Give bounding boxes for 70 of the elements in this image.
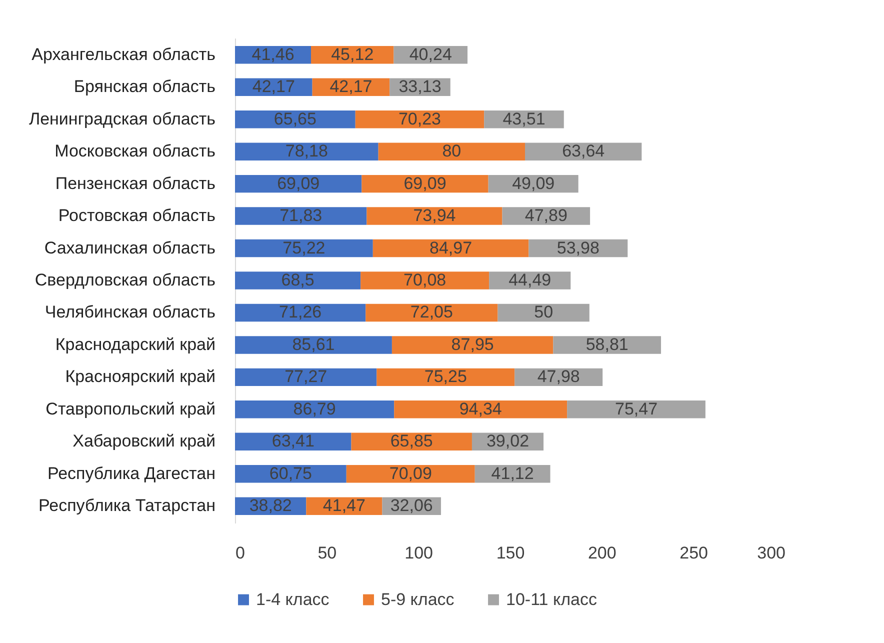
- data-label: 77,27: [284, 367, 328, 386]
- y-tick-label: Брянская область: [74, 77, 216, 96]
- data-label: 73,94: [413, 206, 456, 226]
- x-tick-label: 200: [588, 544, 616, 562]
- data-label: 63,64: [562, 142, 605, 161]
- data-label: 39,02: [486, 432, 530, 451]
- data-label: 41,12: [491, 464, 534, 483]
- data-label: 71,26: [279, 302, 322, 322]
- data-label: 41,47: [322, 496, 366, 516]
- y-tick-label: Свердловская область: [34, 270, 216, 290]
- data-label: 69,09: [404, 174, 446, 193]
- legend-label: 1-4 класс: [256, 590, 330, 609]
- data-label: 63,41: [272, 432, 314, 451]
- x-tick-label: 250: [680, 544, 708, 562]
- x-tick-label: 300: [757, 544, 786, 562]
- y-tick-label: Ростовская область: [58, 206, 216, 226]
- data-label: 80: [442, 142, 462, 161]
- x-tick-label: 100: [404, 544, 434, 562]
- data-label: 94,34: [459, 399, 502, 418]
- y-tick-label: Краснодарский край: [55, 334, 216, 354]
- data-label: 65,85: [390, 432, 433, 451]
- data-label: 49,09: [512, 174, 555, 193]
- data-label: 47,89: [524, 206, 568, 226]
- data-label: 33,13: [398, 77, 442, 96]
- y-tick-label: Ленинградская область: [28, 109, 216, 128]
- data-label: 58,81: [586, 334, 628, 354]
- y-tick-label: Челябинская область: [44, 302, 216, 322]
- data-label: 45,12: [331, 44, 374, 64]
- data-label: 84,97: [430, 238, 472, 258]
- data-label: 87,95: [451, 334, 494, 354]
- data-label: 72,05: [410, 302, 453, 322]
- y-tick-label: Пензенская область: [55, 174, 216, 193]
- data-label: 47,98: [537, 367, 580, 386]
- data-label: 43,51: [502, 109, 546, 128]
- data-label: 86,79: [293, 399, 336, 418]
- x-tick-label: 150: [496, 544, 525, 562]
- x-tick-label: 50: [318, 544, 337, 562]
- data-label: 75,47: [614, 399, 658, 418]
- data-label: 65,65: [274, 109, 316, 128]
- data-label: 85,61: [292, 334, 335, 354]
- y-tick-label: Сахалинская область: [44, 238, 216, 258]
- data-label: 70,23: [398, 109, 442, 128]
- legend-label: 10-11 класс: [506, 590, 598, 609]
- data-label: 44,49: [508, 270, 552, 290]
- x-tick-label: 0: [236, 544, 245, 562]
- data-label: 38,82: [249, 496, 292, 516]
- y-tick-label: Республика Татарстан: [38, 496, 216, 516]
- y-tick-label: Красноярский край: [65, 367, 216, 386]
- data-label: 32,06: [390, 496, 433, 516]
- data-label: 40,24: [409, 44, 452, 64]
- y-tick-label: Ставропольский край: [46, 399, 216, 418]
- data-label: 75,22: [282, 238, 326, 258]
- data-label: 70,09: [389, 464, 432, 483]
- y-tick-label: Хабаровский край: [72, 432, 216, 451]
- data-label: 71,83: [280, 206, 322, 226]
- data-label: 50: [534, 302, 554, 322]
- data-label: 78,18: [285, 142, 328, 161]
- y-tick-label: Московская область: [54, 142, 216, 161]
- data-label: 68,5: [281, 270, 314, 290]
- data-label: 60,75: [269, 464, 312, 483]
- data-label: 69,09: [277, 174, 320, 193]
- legend-label: 5-9 класс: [381, 590, 455, 609]
- data-label: 70,08: [404, 270, 446, 290]
- data-label: 75,25: [424, 367, 467, 386]
- data-label: 42,17: [252, 77, 295, 96]
- y-tick-label: Архангельская область: [32, 44, 216, 64]
- data-label: 42,17: [330, 77, 372, 96]
- data-label: 53,98: [556, 238, 600, 258]
- y-tick-label: Республика Дагестан: [47, 464, 216, 483]
- data-label: 41,46: [252, 44, 294, 64]
